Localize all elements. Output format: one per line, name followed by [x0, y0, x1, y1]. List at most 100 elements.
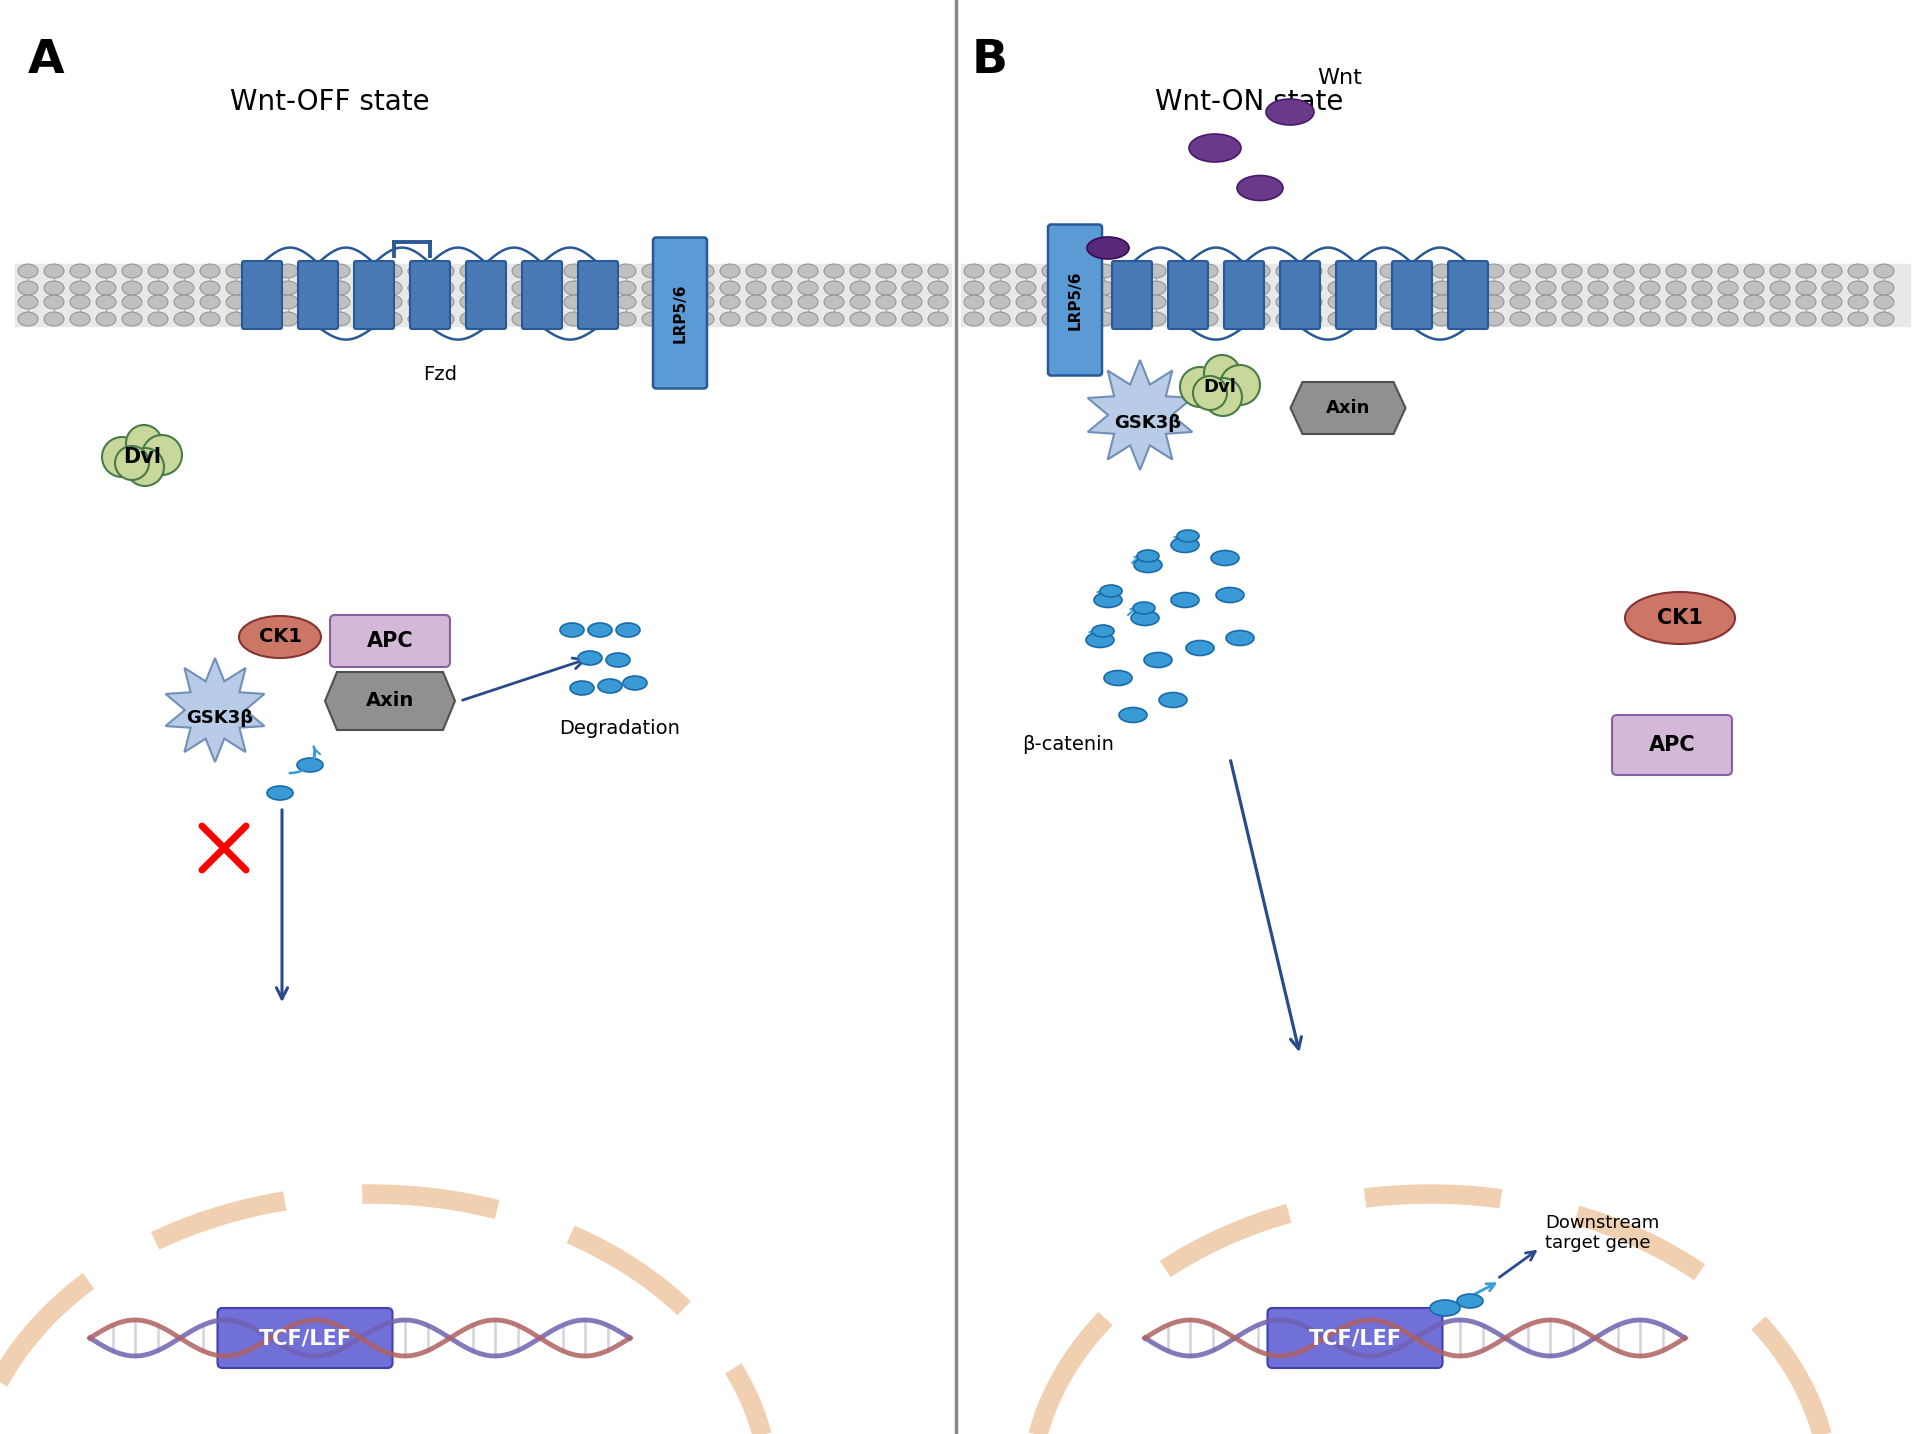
- Ellipse shape: [383, 264, 402, 278]
- Ellipse shape: [1484, 295, 1504, 308]
- Polygon shape: [166, 658, 264, 761]
- Ellipse shape: [991, 264, 1010, 278]
- Ellipse shape: [1563, 281, 1582, 295]
- Ellipse shape: [1171, 538, 1199, 552]
- Ellipse shape: [570, 681, 595, 695]
- Text: B: B: [972, 37, 1008, 83]
- Ellipse shape: [1718, 295, 1739, 308]
- Ellipse shape: [71, 313, 90, 326]
- Ellipse shape: [96, 313, 117, 326]
- Ellipse shape: [331, 295, 350, 308]
- Ellipse shape: [1276, 313, 1295, 326]
- Ellipse shape: [1796, 313, 1815, 326]
- Ellipse shape: [1094, 313, 1113, 326]
- Ellipse shape: [928, 295, 949, 308]
- Ellipse shape: [1406, 295, 1425, 308]
- FancyBboxPatch shape: [1448, 261, 1488, 328]
- Ellipse shape: [201, 313, 220, 326]
- Ellipse shape: [1875, 313, 1894, 326]
- Text: Dvl: Dvl: [122, 447, 161, 467]
- Ellipse shape: [277, 281, 298, 295]
- Ellipse shape: [1328, 295, 1349, 308]
- Ellipse shape: [1458, 281, 1479, 295]
- FancyBboxPatch shape: [354, 261, 394, 328]
- FancyBboxPatch shape: [467, 261, 507, 328]
- Circle shape: [1180, 367, 1220, 407]
- Ellipse shape: [174, 313, 193, 326]
- Ellipse shape: [1639, 295, 1660, 308]
- Ellipse shape: [825, 281, 844, 295]
- Ellipse shape: [304, 281, 323, 295]
- Ellipse shape: [1119, 264, 1140, 278]
- Ellipse shape: [383, 281, 402, 295]
- Ellipse shape: [668, 313, 689, 326]
- Ellipse shape: [1354, 295, 1374, 308]
- Ellipse shape: [1094, 295, 1113, 308]
- Ellipse shape: [1509, 313, 1530, 326]
- Ellipse shape: [1379, 295, 1400, 308]
- Ellipse shape: [1458, 295, 1479, 308]
- Ellipse shape: [1043, 281, 1062, 295]
- Ellipse shape: [876, 281, 895, 295]
- Circle shape: [101, 437, 142, 478]
- Ellipse shape: [1848, 264, 1867, 278]
- Ellipse shape: [201, 281, 220, 295]
- Ellipse shape: [1615, 281, 1634, 295]
- Ellipse shape: [798, 281, 819, 295]
- FancyBboxPatch shape: [331, 615, 450, 667]
- Ellipse shape: [486, 313, 507, 326]
- Ellipse shape: [903, 281, 922, 295]
- FancyBboxPatch shape: [1613, 716, 1731, 774]
- Ellipse shape: [1016, 264, 1037, 278]
- Ellipse shape: [719, 281, 740, 295]
- Ellipse shape: [1563, 313, 1582, 326]
- Ellipse shape: [1303, 281, 1322, 295]
- Ellipse shape: [1016, 281, 1037, 295]
- Ellipse shape: [825, 264, 844, 278]
- Ellipse shape: [1745, 313, 1764, 326]
- Ellipse shape: [1328, 313, 1349, 326]
- Ellipse shape: [1718, 313, 1739, 326]
- Ellipse shape: [304, 313, 323, 326]
- Ellipse shape: [513, 264, 532, 278]
- Ellipse shape: [96, 295, 117, 308]
- Ellipse shape: [1745, 295, 1764, 308]
- Text: Wnt-ON state: Wnt-ON state: [1155, 87, 1343, 116]
- Ellipse shape: [1536, 264, 1555, 278]
- Ellipse shape: [1198, 313, 1219, 326]
- Ellipse shape: [1509, 264, 1530, 278]
- Ellipse shape: [513, 313, 532, 326]
- Ellipse shape: [1875, 295, 1894, 308]
- Ellipse shape: [849, 281, 870, 295]
- Ellipse shape: [964, 281, 983, 295]
- Ellipse shape: [1146, 313, 1167, 326]
- FancyBboxPatch shape: [1048, 225, 1102, 376]
- Ellipse shape: [928, 281, 949, 295]
- Ellipse shape: [1536, 313, 1555, 326]
- Ellipse shape: [17, 295, 38, 308]
- Ellipse shape: [1563, 295, 1582, 308]
- Ellipse shape: [1406, 313, 1425, 326]
- Ellipse shape: [1198, 264, 1219, 278]
- Ellipse shape: [383, 295, 402, 308]
- Ellipse shape: [1536, 295, 1555, 308]
- Ellipse shape: [849, 264, 870, 278]
- Ellipse shape: [746, 313, 765, 326]
- Ellipse shape: [1303, 264, 1322, 278]
- Ellipse shape: [849, 295, 870, 308]
- Ellipse shape: [1509, 295, 1530, 308]
- Ellipse shape: [1224, 295, 1243, 308]
- Ellipse shape: [643, 264, 662, 278]
- Ellipse shape: [17, 281, 38, 295]
- Ellipse shape: [486, 281, 507, 295]
- Ellipse shape: [538, 295, 559, 308]
- Ellipse shape: [1821, 295, 1842, 308]
- Ellipse shape: [1043, 295, 1062, 308]
- Ellipse shape: [434, 313, 453, 326]
- Ellipse shape: [1186, 641, 1215, 655]
- Ellipse shape: [1198, 295, 1219, 308]
- Ellipse shape: [1821, 264, 1842, 278]
- Ellipse shape: [538, 313, 559, 326]
- FancyBboxPatch shape: [1280, 261, 1320, 328]
- Ellipse shape: [1875, 264, 1894, 278]
